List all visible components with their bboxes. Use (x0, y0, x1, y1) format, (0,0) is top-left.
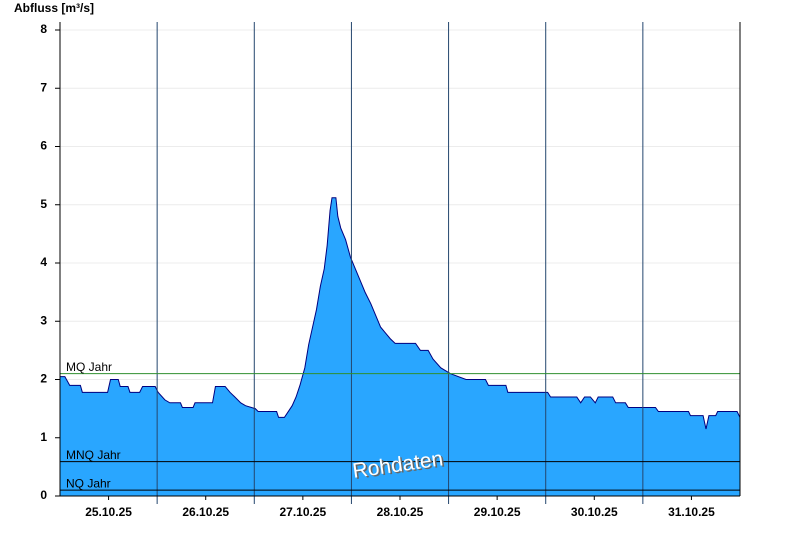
x-tick-label: 25.10.25 (85, 505, 132, 519)
y-tick-label: 2 (40, 372, 47, 386)
y-tick-label: 7 (40, 80, 47, 94)
area-line (60, 197, 741, 430)
y-tick-label: 5 (40, 197, 47, 211)
y-tick-label: 0 (40, 488, 47, 502)
x-tick-label: 26.10.25 (182, 505, 229, 519)
x-tick-label: 28.10.25 (377, 505, 424, 519)
x-tick-label: 27.10.25 (279, 505, 326, 519)
x-tick-label: 30.10.25 (571, 505, 618, 519)
y-tick-label: 6 (40, 139, 47, 153)
y-tick-label: 1 (40, 430, 47, 444)
x-tick-label: 29.10.25 (474, 505, 521, 519)
y-axis-label: Abfluss [m³/s] (14, 1, 94, 15)
x-tick-label: 31.10.25 (668, 505, 715, 519)
area (60, 197, 740, 496)
y-tick-label: 4 (40, 255, 47, 269)
reference-label: NQ Jahr (66, 476, 111, 490)
reference-label: MNQ Jahr (66, 448, 121, 462)
reference-label: MQ Jahr (66, 360, 112, 374)
y-tick-label: 8 (40, 22, 47, 36)
y-tick-label: 3 (40, 313, 47, 327)
